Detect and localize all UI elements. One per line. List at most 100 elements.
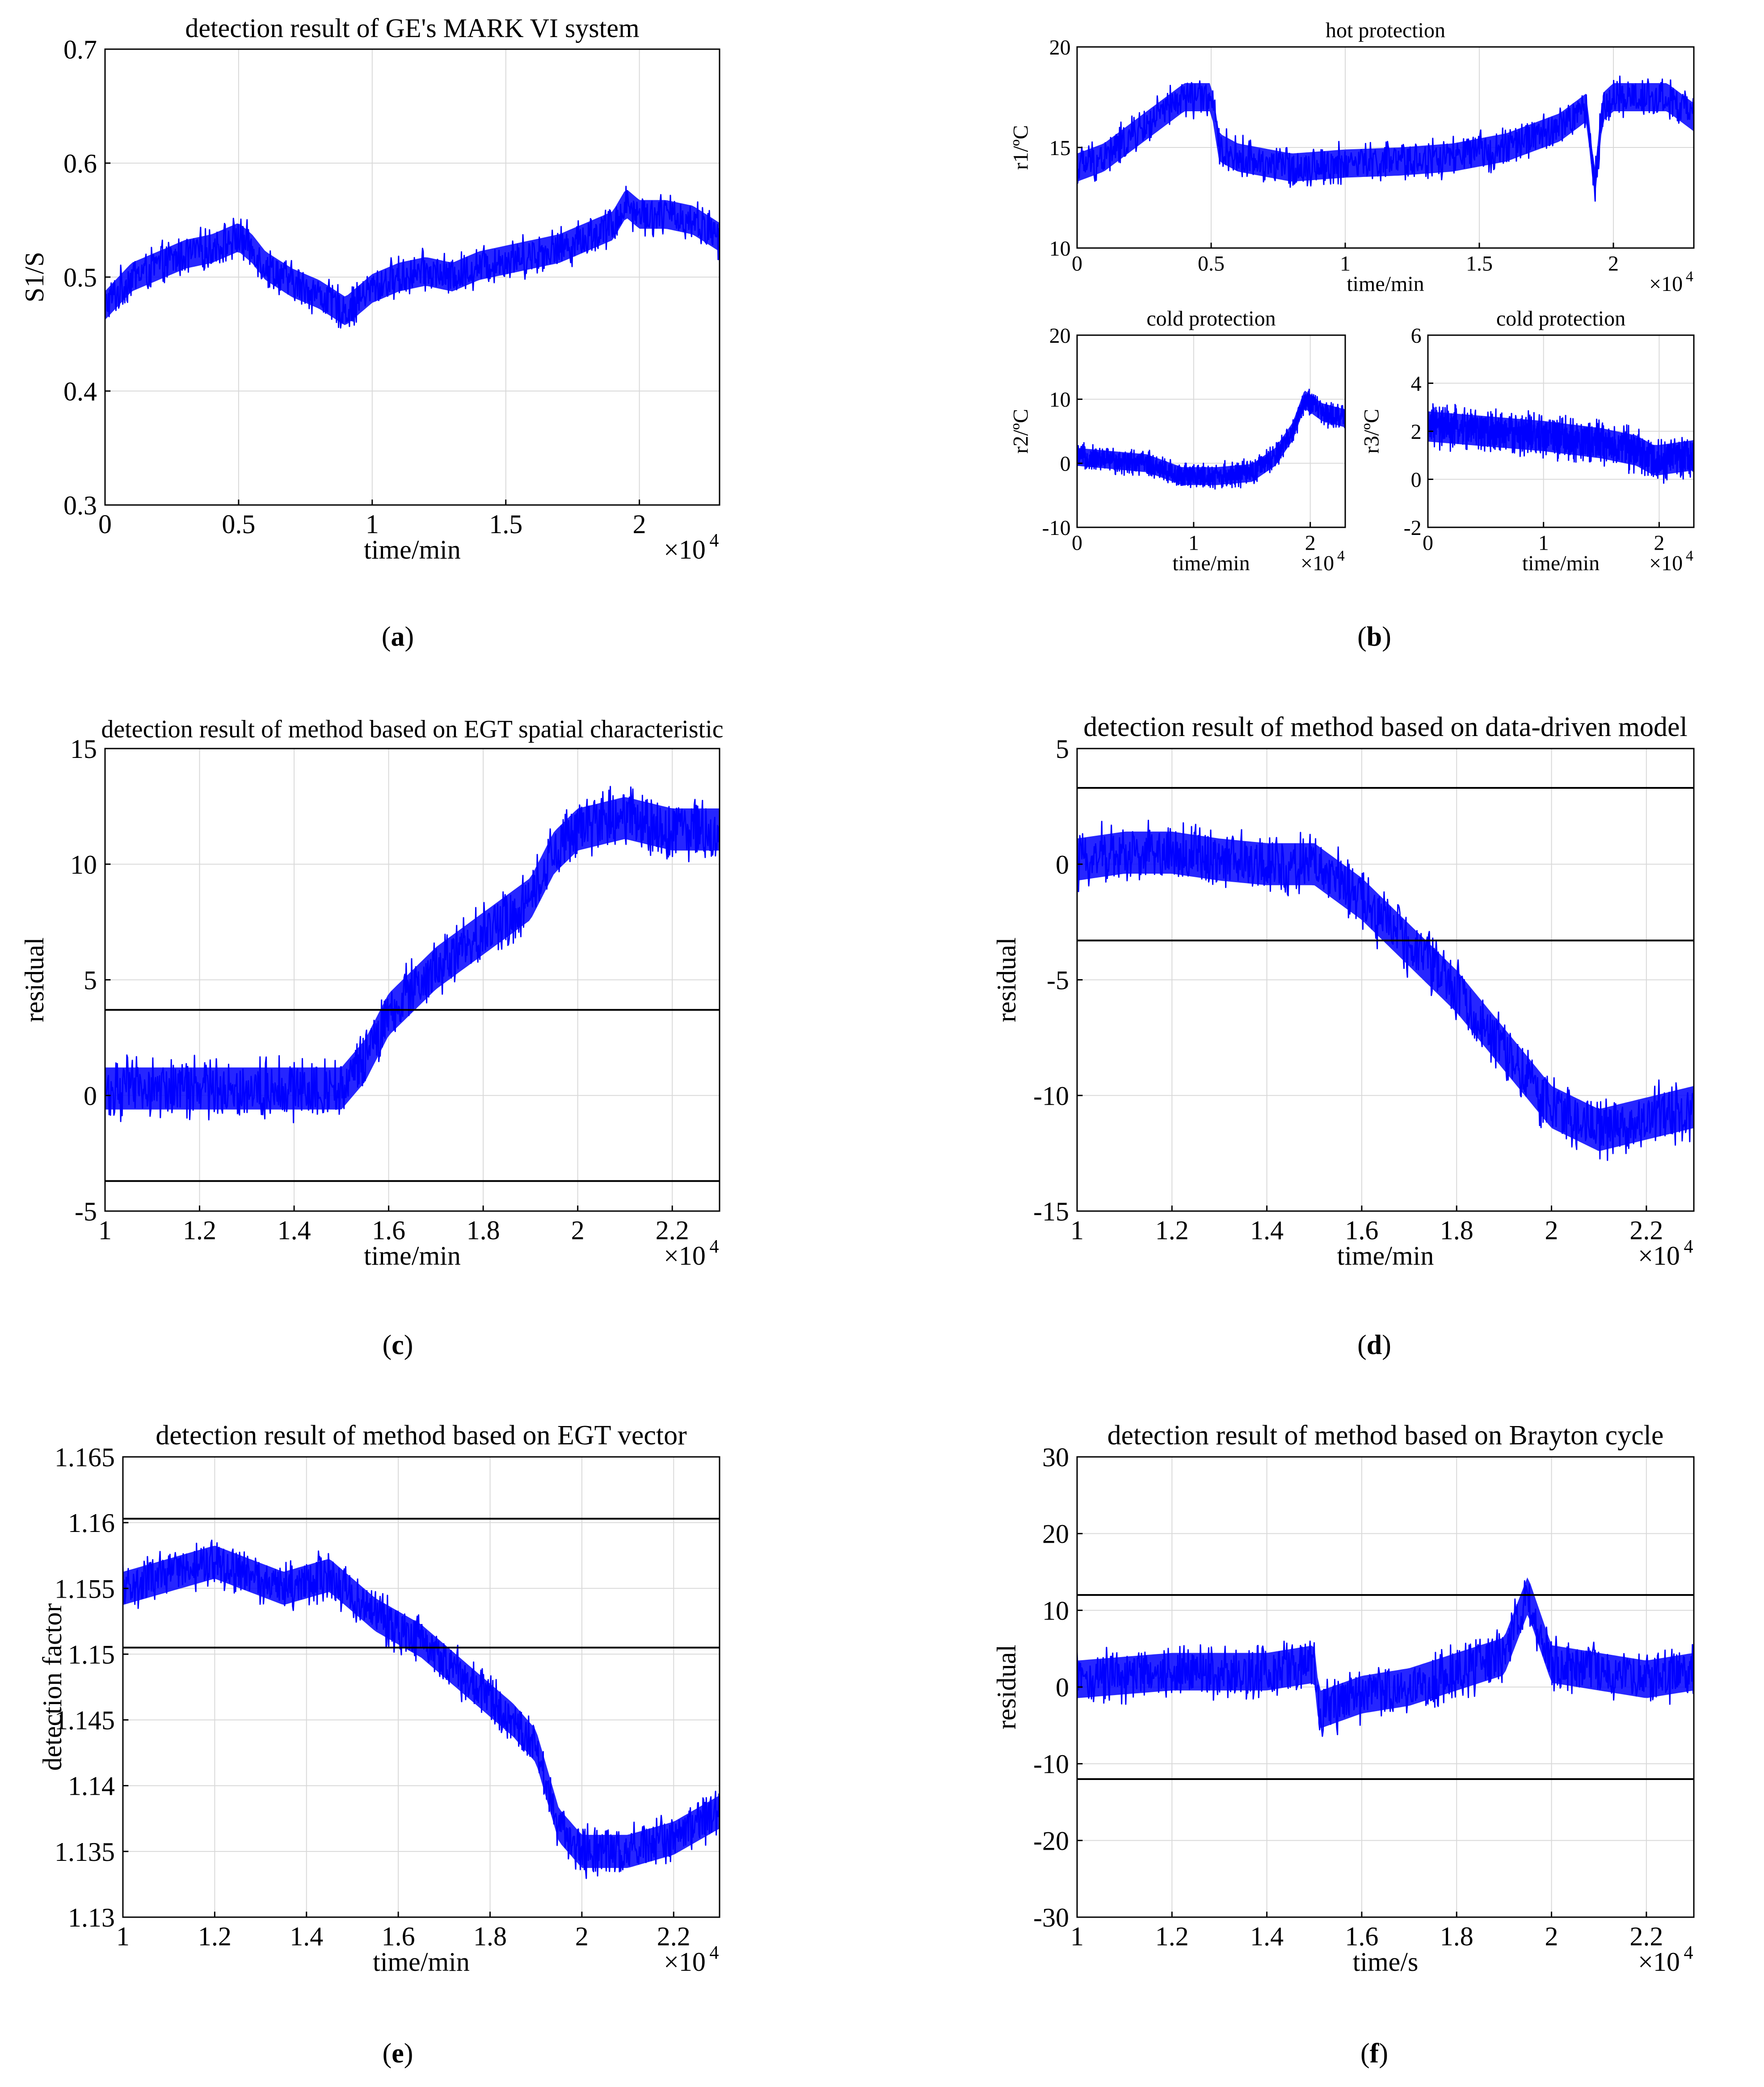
x-tick-label: 2 [575, 1922, 589, 1951]
x-tick-label: 1 [1070, 1922, 1084, 1951]
x-tick-label: 0 [1072, 531, 1082, 555]
caption-f: (f) [1360, 2038, 1388, 2069]
x-tick-label: 1.5 [1466, 252, 1493, 275]
x-exponent-power: 4 [1684, 1237, 1693, 1257]
chart-title: hot protection [1326, 18, 1445, 42]
y-tick-label: 2 [1411, 420, 1422, 444]
y-tick-label: 20 [1049, 324, 1071, 348]
x-axis-label: time/min [373, 1947, 470, 1977]
x-tick-label: 1.2 [198, 1922, 232, 1951]
x-tick-label: 2.2 [657, 1922, 690, 1951]
x-tick-label: 1 [1340, 252, 1351, 275]
y-tick-label: -5 [75, 1197, 97, 1226]
x-tick-label: 0.5 [1198, 252, 1225, 275]
chart-title: cold protection [1496, 307, 1625, 330]
series-band [105, 797, 720, 1110]
caption-c: (c) [382, 1330, 413, 1360]
series-band [1077, 83, 1694, 197]
x-tick-label: 2.2 [1629, 1216, 1663, 1245]
x-exponent-label: ×10 [1638, 1241, 1680, 1271]
plot-area [1077, 335, 1345, 527]
series-band [1077, 1577, 1694, 1729]
x-axis-label: time/min [1522, 551, 1600, 575]
y-tick-label: 30 [1042, 1443, 1069, 1472]
x-exponent-label: ×10 [1638, 1947, 1680, 1977]
x-tick-label: 1.8 [1440, 1216, 1474, 1245]
x-axis-label: time/min [364, 535, 461, 564]
x-axis-label: time/min [1337, 1241, 1434, 1271]
chart-title: detection result of method based on Bray… [1107, 1420, 1664, 1451]
x-exponent-power: 4 [1684, 1943, 1693, 1963]
series-band [1077, 831, 1694, 1151]
caption-a: (a) [381, 622, 414, 652]
chart-d: 1 1.2 1.4 1.6 1.8 2 2.2 -15 -10 -5 0 5 ×10 4 time/min r… [992, 712, 1695, 1271]
x-tick-label: 1.2 [1155, 1216, 1189, 1245]
x-tick-label: 1.4 [278, 1216, 311, 1245]
series-band [1077, 391, 1345, 485]
x-tick-label: 1 [1070, 1216, 1084, 1245]
x-exponent-power: 4 [1337, 547, 1345, 564]
x-tick-label: 1.2 [183, 1216, 216, 1245]
y-tick-label: 0.3 [63, 491, 97, 520]
y-tick-label: 0.5 [63, 263, 97, 292]
x-exponent-power: 4 [1686, 268, 1693, 285]
x-tick-label: 1.2 [1155, 1922, 1189, 1951]
x-tick-label: 2 [1305, 531, 1316, 555]
x-exponent-power: 4 [710, 530, 719, 551]
y-tick-label: 0.7 [63, 35, 97, 64]
x-tick-label: 1.8 [1440, 1922, 1474, 1951]
x-exponent-label: ×10 [1301, 551, 1334, 575]
x-axis-label: time/min [1347, 272, 1424, 296]
y-tick-label: -2 [1404, 516, 1422, 540]
caption-e: (e) [382, 2038, 413, 2069]
chart-title: cold protection [1146, 307, 1276, 330]
y-tick-label: 1.155 [55, 1574, 115, 1603]
y-tick-label: 10 [70, 850, 97, 879]
y-tick-label: 1.135 [55, 1837, 115, 1867]
x-tick-label: 1 [98, 1216, 112, 1245]
series-band [123, 1545, 720, 1868]
caption-d: (d) [1357, 1330, 1391, 1360]
x-tick-label: 2.2 [656, 1216, 689, 1245]
y-axis-label: S1/S [20, 252, 49, 302]
y-axis-label: detection factor [38, 1603, 67, 1771]
y-tick-label: 1.165 [55, 1443, 115, 1472]
x-exponent-label: ×10 [1649, 551, 1683, 575]
y-tick-label: -10 [1033, 1081, 1069, 1111]
y-tick-label: 5 [84, 966, 97, 995]
y-tick-label: -20 [1033, 1826, 1069, 1856]
x-axis-label: time/min [1172, 551, 1250, 575]
y-axis-label: r1/ºC [1009, 125, 1033, 170]
x-axis-label: time/s [1353, 1947, 1419, 1977]
x-tick-label: 1 [116, 1922, 130, 1951]
y-tick-label: 20 [1042, 1519, 1069, 1549]
x-tick-label: 0.5 [222, 509, 255, 539]
x-tick-label: 1.6 [1345, 1216, 1378, 1245]
y-tick-label: 0 [84, 1081, 97, 1111]
y-tick-label: 0 [1056, 850, 1069, 879]
y-tick-label: -10 [1042, 516, 1071, 540]
x-tick-label: 2.2 [1629, 1922, 1663, 1951]
y-tick-label: 15 [1049, 136, 1071, 160]
y-tick-label: -10 [1033, 1750, 1069, 1779]
y-tick-label: 6 [1411, 324, 1422, 348]
x-tick-label: 1 [366, 509, 379, 539]
x-tick-label: 0 [98, 509, 112, 539]
y-tick-label: 1.14 [68, 1771, 115, 1801]
x-tick-label: 2 [1545, 1922, 1558, 1951]
y-tick-label: -15 [1033, 1197, 1069, 1226]
y-tick-label: 1.13 [68, 1903, 115, 1932]
x-tick-label: 1.4 [1250, 1922, 1284, 1951]
chart-title: detection result of method based on EGT … [156, 1420, 687, 1451]
y-axis-label: r2/ºC [1009, 409, 1033, 454]
chart-title: detection result of method based on EGT … [101, 715, 723, 743]
y-tick-label: 0.6 [63, 149, 97, 178]
y-tick-label: 1.15 [68, 1640, 115, 1669]
chart-e: 1 1.2 1.4 1.6 1.8 2 2.2 1.13 1.135 1.14 1.145 1.15 1… [38, 1420, 720, 1977]
chart-title: detection result of method based on data… [1083, 712, 1688, 742]
series-band [105, 189, 720, 325]
x-axis-label: time/min [364, 1241, 461, 1271]
y-tick-label: 10 [1049, 237, 1071, 261]
